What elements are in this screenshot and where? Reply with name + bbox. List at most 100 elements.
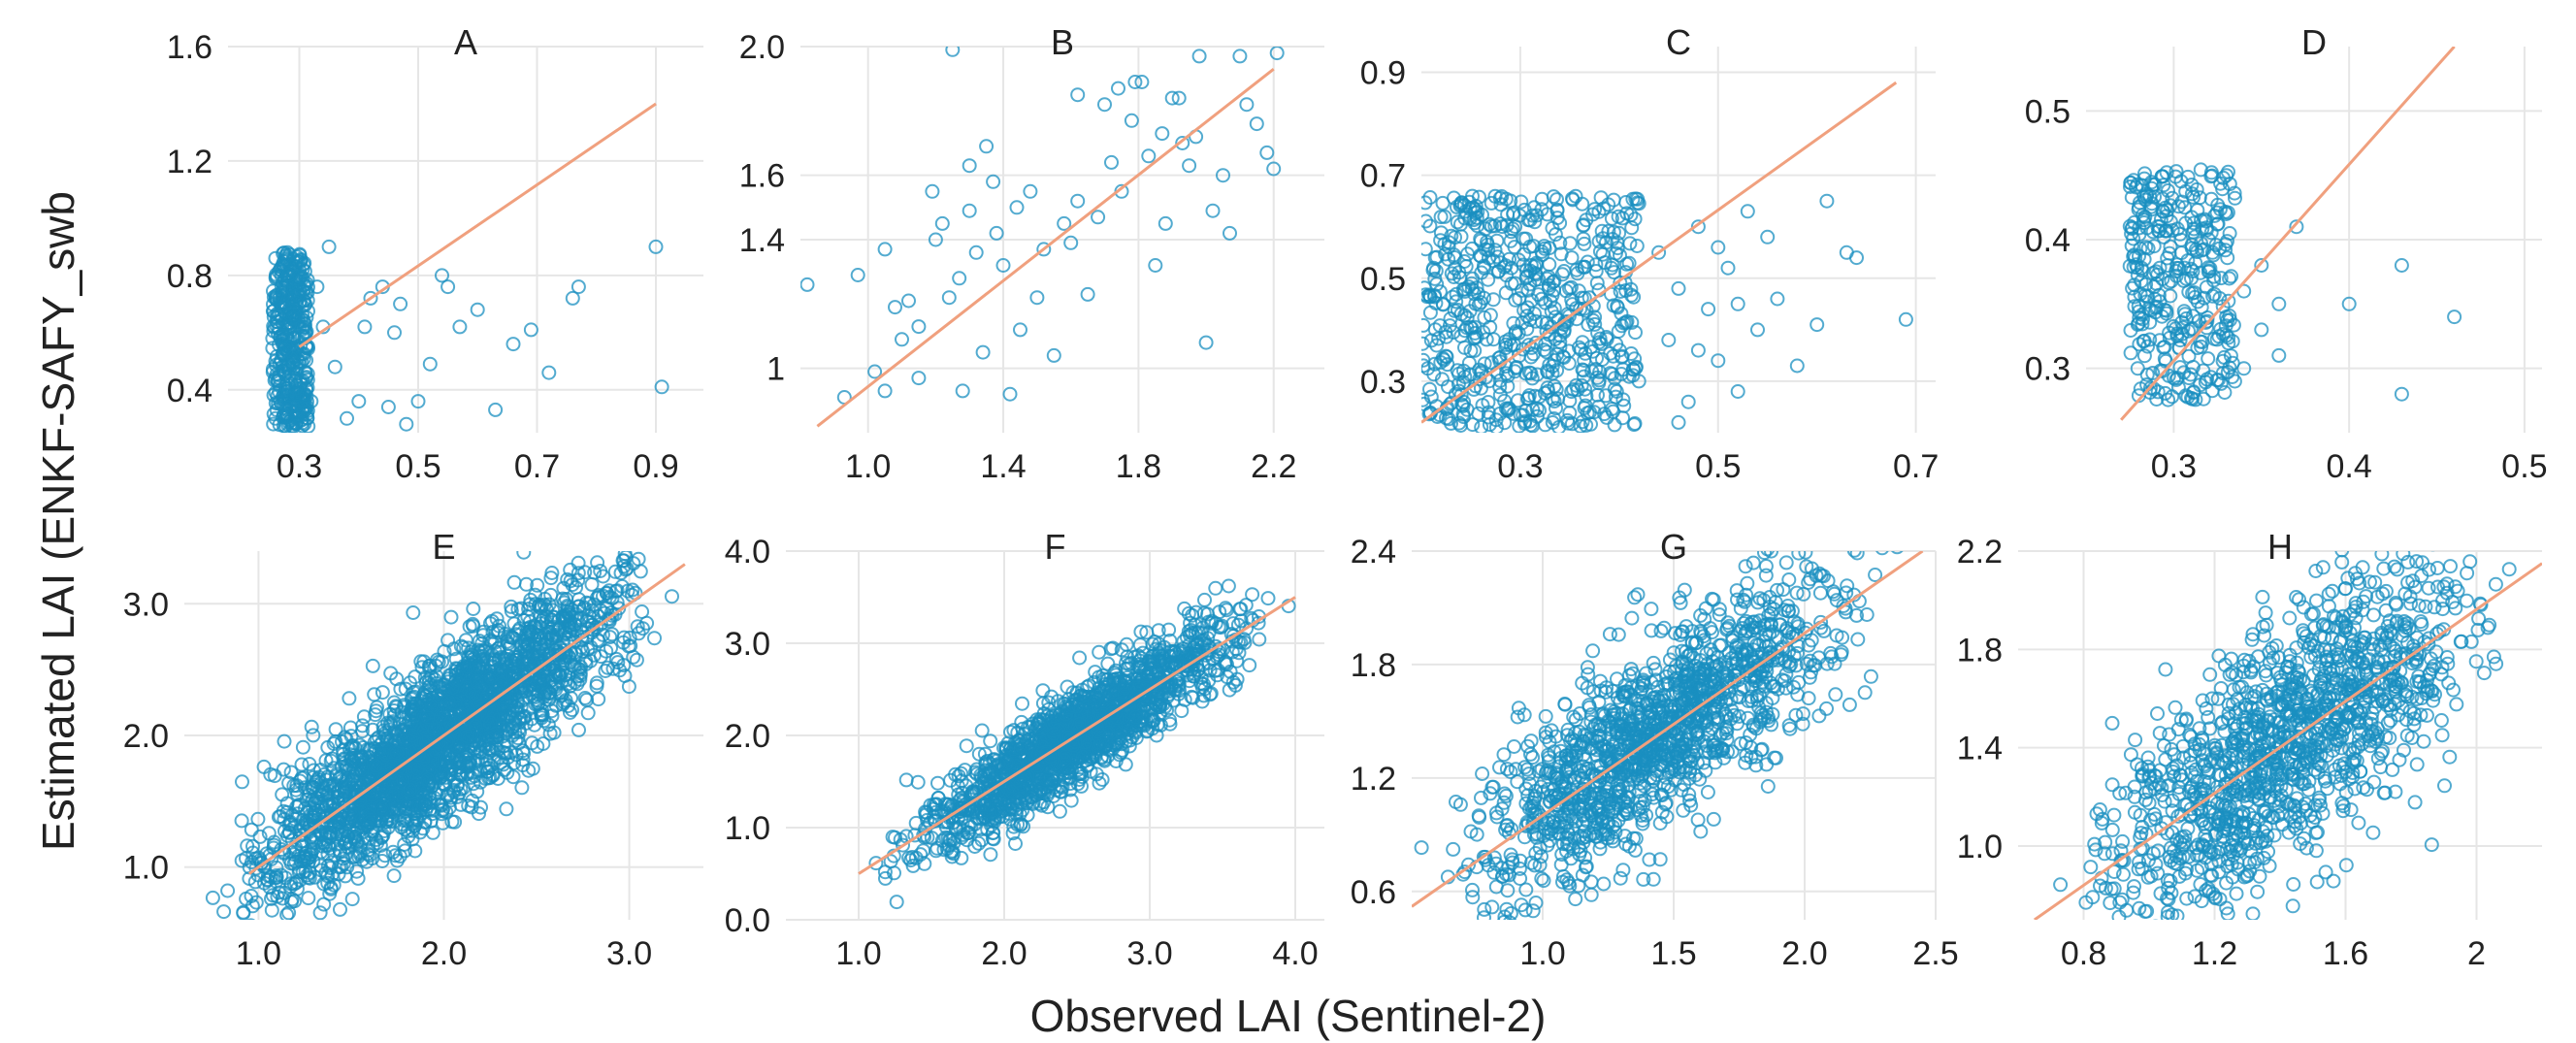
x-axis-label: Observed LAI (Sentinel-2) [1029,991,1547,1041]
data-point [605,661,621,676]
data-point [543,612,559,628]
data-point [525,689,540,704]
data-point [493,755,508,770]
data-point [1553,246,1569,262]
data-point [385,787,400,802]
data-point [346,754,362,769]
data-point [1591,234,1607,249]
data-point [1611,324,1626,339]
data-point [1260,591,1276,606]
data-point [617,551,633,562]
x-tick-label: 1.0 [835,935,881,972]
data-point [465,793,480,808]
data-point [1422,218,1438,234]
data-point [279,907,295,920]
one-to-one-line [248,563,686,875]
data-point [1504,224,1519,240]
data-point [2127,289,2142,305]
x-tick-label: 0.5 [2501,448,2547,485]
data-point [1070,87,1086,103]
data-point [1002,386,1018,402]
data-point [1526,200,1542,215]
data-point [292,872,308,888]
data-point [304,844,319,860]
data-point [533,670,548,685]
data-point [263,869,278,885]
data-point [941,290,957,306]
data-point [275,891,290,906]
data-point [451,756,467,771]
data-point [415,788,431,803]
data-point [220,883,236,898]
data-point [510,602,526,617]
data-point [276,762,291,777]
data-point [461,659,475,674]
data-point [1538,417,1553,433]
data-point [2205,288,2221,304]
data-point [2152,294,2168,310]
data-point [1730,296,1745,311]
panel-title: F [1045,527,1066,567]
data-point [245,838,260,854]
data-point [435,268,449,283]
data-point [968,244,984,260]
data-point [365,838,380,854]
data-point [361,807,376,823]
data-point [1164,90,1180,106]
data-point [2162,245,2177,261]
panel-title: E [432,527,455,567]
data-point [2194,339,2209,354]
y-tick-label: 0.4 [2025,222,2071,259]
data-point [505,337,521,352]
data-point [1471,297,1486,312]
data-point [1614,349,1629,365]
data-point [1573,418,1588,433]
data-point [1451,265,1467,280]
data-point [2271,296,2287,311]
data-point [2124,238,2139,253]
y-tick-label: 0.3 [1360,364,1406,401]
x-tick-label: 3.0 [606,935,652,972]
data-point [590,555,605,570]
data-point [2146,239,2162,254]
data-point [462,757,477,772]
data-point [276,288,291,304]
one-to-one-line [298,102,657,348]
data-point [440,279,456,295]
data-point [306,793,321,807]
data-point [2341,296,2357,311]
data-point [440,694,456,709]
data-point [281,307,297,322]
points-layer [265,239,669,433]
data-point [1433,210,1449,225]
data-point [1454,397,1470,412]
data-point [306,763,321,778]
data-point [544,703,560,719]
data-point [469,673,484,688]
data-point [328,722,343,737]
data-point [1158,215,1173,231]
y-tick-label: 2.0 [739,29,785,66]
data-point [386,868,402,884]
data-point [580,705,596,721]
data-point [1549,192,1564,208]
data-point [1221,578,1236,594]
data-point [2158,223,2173,239]
data-point [1549,401,1563,416]
data-point [1182,158,1197,174]
data-point [1548,227,1563,243]
data-point [573,639,589,655]
data-point [2177,200,2193,215]
data-point [1470,218,1485,234]
data-point [2209,205,2225,220]
panel-D: 0.3 0.4 0.50.30.40.5D [2025,22,2548,485]
data-point [374,799,389,815]
data-point [1589,276,1605,291]
data-point [523,682,538,698]
y-tick-label: 2.0 [123,718,169,755]
data-point [406,685,421,701]
data-point [330,789,345,804]
data-point [1511,252,1526,268]
data-point [2213,271,2229,286]
data-point [2136,208,2150,223]
